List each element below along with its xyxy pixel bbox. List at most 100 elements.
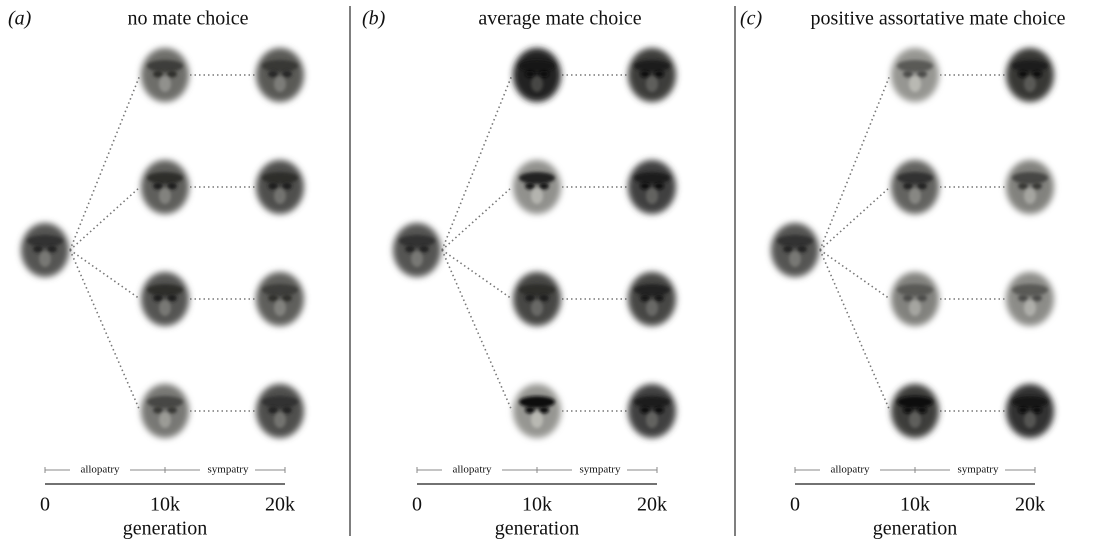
face-nose [789,251,801,267]
tick-label: 10k [900,494,930,516]
lineage-link [442,250,512,411]
face-fur [628,160,676,214]
face-fur [771,223,819,277]
face-brow [1012,60,1048,72]
face-eye [1032,407,1042,414]
face-eye [903,407,913,414]
tick-label: 0 [412,494,422,516]
face-nose [159,300,171,316]
phase-label: sympatry [580,464,621,476]
face-brow [634,396,670,408]
face-nose [531,188,543,204]
face-eye [282,295,292,302]
face-eye [654,183,664,190]
monkey-face [141,272,189,326]
face-nose [909,412,921,428]
face-eye [268,183,278,190]
face-eye [405,246,415,253]
face-nose [39,251,51,267]
face-brow [27,235,63,247]
tick-label: 20k [1015,494,1045,516]
monkey-face [1006,48,1054,102]
figure: (a) no mate choice allopatry sympatry 0 10k 20… [0,0,1093,542]
face-nose [274,412,286,428]
lineage-link [442,187,512,250]
face-eye [1018,183,1028,190]
face-brow [262,60,298,72]
face-brow [147,60,183,72]
face-nose [1024,412,1036,428]
face-brow [262,284,298,296]
lineage-link [820,187,890,250]
face-nose [1024,300,1036,316]
monkey-face [513,384,561,438]
face-fur [628,48,676,102]
face-brow [634,284,670,296]
face-nose [411,251,423,267]
face-fur [393,223,441,277]
face-eye [917,71,927,78]
face-brow [897,172,933,184]
tick-label: 0 [40,494,50,516]
lineage-link [820,250,890,411]
monkey-face [1006,384,1054,438]
face-brow [1012,396,1048,408]
face-eye [1018,295,1028,302]
face-brow [634,172,670,184]
monkey-face [256,48,304,102]
panel-label: (c) [740,8,763,30]
face-brow [519,396,555,408]
face-brow [897,396,933,408]
face-eye [167,71,177,78]
lineage-link [442,75,512,250]
lineage-link [820,75,890,250]
panel-title: no mate choice [127,8,248,30]
face-eye [783,246,793,253]
face-brow [262,396,298,408]
face-eye [654,71,664,78]
face-nose [646,188,658,204]
face-eye [153,71,163,78]
monkey-face [1006,272,1054,326]
axis-label: generation [123,518,207,540]
tick-label: 20k [637,494,667,516]
face-nose [1024,188,1036,204]
panel-label: (a) [8,8,32,30]
face-brow [147,284,183,296]
face-fur [256,272,304,326]
monkey-face [141,160,189,214]
face-fur [513,48,561,102]
face-nose [531,300,543,316]
tick-label: 0 [790,494,800,516]
face-nose [274,300,286,316]
face-eye [525,295,535,302]
face-brow [1012,284,1048,296]
face-brow [634,60,670,72]
phase-label: allopatry [452,464,492,476]
face-fur [141,384,189,438]
face-eye [282,183,292,190]
face-eye [917,295,927,302]
lineage-link [70,187,140,250]
face-fur [141,272,189,326]
monkey-face [628,48,676,102]
face-eye [167,407,177,414]
face-nose [159,76,171,92]
face-fur [628,384,676,438]
face-brow [897,60,933,72]
face-brow [519,172,555,184]
monkey-face [141,48,189,102]
face-eye [797,246,807,253]
face-fur [1006,384,1054,438]
lineage-link [70,75,140,250]
face-eye [539,71,549,78]
monkey-face [891,384,939,438]
face-eye [525,71,535,78]
monkey-face [256,272,304,326]
face-brow [147,172,183,184]
face-nose [646,76,658,92]
face-fur [513,160,561,214]
face-nose [646,300,658,316]
lineage-link [442,250,512,299]
monkey-face [256,160,304,214]
